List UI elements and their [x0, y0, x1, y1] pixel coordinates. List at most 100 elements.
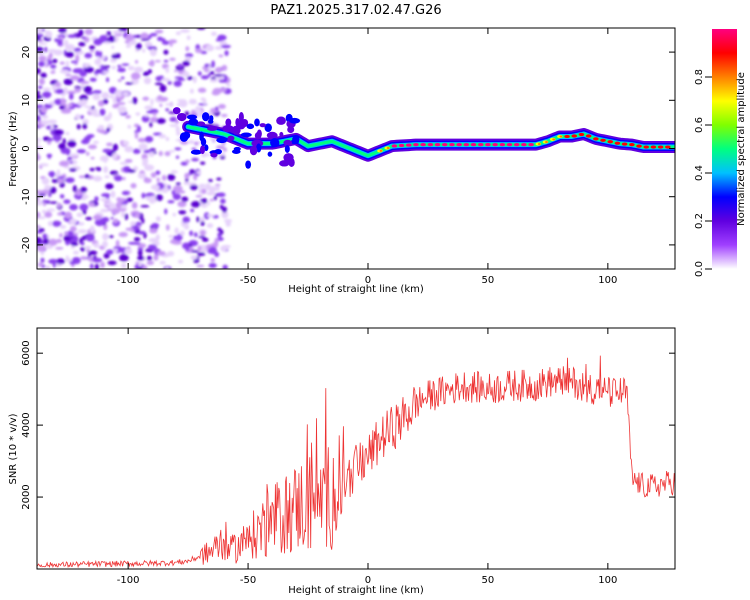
noise-blob: [185, 53, 194, 58]
noise-blob: [38, 42, 48, 45]
noise-blob: [155, 194, 163, 202]
noise-blob: [185, 248, 190, 251]
ridge-core-hot: [595, 137, 599, 140]
noise-blob: [60, 109, 71, 114]
noise-blob: [84, 245, 92, 249]
noise-blob: [184, 172, 190, 180]
noise-blob: [177, 259, 184, 264]
noise-blob: [130, 72, 141, 80]
noise-blob: [67, 34, 77, 38]
noise-blob: [63, 87, 68, 95]
noise-blob: [41, 199, 51, 203]
ridge-core-hot: [573, 134, 577, 137]
noise-blob: [170, 170, 178, 174]
noise-blob: [147, 244, 157, 251]
noise-blob: [69, 204, 78, 211]
noise-blob: [200, 75, 209, 80]
noise-blob: [50, 70, 56, 74]
ridge-side-blob: [227, 135, 235, 141]
spectrogram-x-tick-label: 50: [482, 275, 495, 286]
noise-blob: [222, 264, 228, 269]
noise-blob: [100, 198, 109, 202]
noise-blob: [161, 78, 171, 82]
noise-blob: [125, 227, 135, 231]
noise-blob: [97, 100, 105, 107]
noise-blob: [52, 58, 58, 64]
ridge-core-hot: [609, 140, 613, 143]
noise-blob: [81, 36, 87, 40]
colorbar: 0.0 0.2 0.4 0.6 0.8 Normalized spectral ampl…: [694, 29, 747, 277]
noise-blob: [175, 155, 180, 159]
noise-blob: [88, 144, 97, 150]
noise-blob: [149, 228, 158, 234]
spectrogram-y-label: Frequency (Hz): [8, 111, 19, 187]
ridge-core-hot: [545, 140, 548, 143]
noise-blob: [110, 58, 117, 63]
noise-blob: [58, 28, 67, 34]
snr-y-tick-label: 6000: [21, 340, 32, 365]
noise-blob: [137, 266, 143, 269]
noise-blob: [112, 97, 117, 104]
noise-blob: [81, 84, 85, 89]
noise-blob: [53, 129, 64, 136]
noise-blob: [105, 249, 114, 255]
noise-blob: [59, 105, 66, 110]
spectrogram-y-ticks: -20 -10 0 10 20: [21, 46, 675, 253]
noise-blob: [164, 208, 168, 215]
noise-blob: [59, 69, 70, 74]
noise-blob: [218, 79, 228, 83]
noise-blob: [112, 143, 119, 151]
noise-blob: [112, 103, 120, 109]
ridge-core-hot: [458, 143, 462, 146]
noise-blob: [63, 235, 71, 242]
spectrogram-x-label: Height of straight line (km): [288, 284, 424, 295]
noise-blob: [82, 191, 87, 198]
noise-blob: [59, 233, 63, 238]
ridge-core-hot: [537, 142, 541, 145]
colorbar-label: Normalized spectral amplitude: [736, 72, 747, 226]
noise-blob: [206, 201, 211, 206]
noise-blob: [149, 32, 158, 37]
noise-blob: [188, 100, 198, 105]
noise-blob: [59, 61, 65, 65]
noise-blob: [209, 198, 214, 202]
noise-blob: [64, 211, 72, 219]
noise-blob: [37, 67, 41, 75]
noise-blob: [201, 237, 209, 242]
noise-blob: [167, 250, 175, 257]
noise-blob: [37, 152, 40, 160]
noise-blob: [65, 148, 71, 156]
noise-blob: [118, 232, 128, 238]
ridge-side-blob: [289, 117, 301, 124]
noise-blob: [147, 69, 153, 74]
noise-blob: [177, 78, 186, 81]
ridge-side-blob: [283, 139, 293, 146]
noise-blob: [40, 250, 45, 256]
noise-blob: [206, 214, 215, 217]
ridge-side-blob: [235, 117, 240, 127]
noise-blob: [133, 237, 141, 242]
noise-blob: [141, 217, 145, 224]
noise-blob: [85, 151, 90, 156]
noise-blob: [142, 158, 149, 165]
snr-y-tick-label: 2000: [21, 484, 32, 509]
noise-blob: [210, 258, 215, 263]
noise-blob: [165, 66, 170, 74]
noise-blob: [75, 68, 84, 72]
noise-blob: [82, 118, 89, 125]
ridge-side-blob: [216, 137, 228, 144]
snr-panel: -100 -50 0 50 100 2000 4000 6000 Height of str…: [8, 327, 676, 596]
noise-blob: [117, 67, 126, 73]
noise-blob: [200, 221, 205, 226]
noise-blob: [57, 202, 62, 209]
noise-blob: [44, 104, 53, 109]
snr-x-tick-label: -100: [117, 575, 140, 586]
spectrogram-x-tick-label: -50: [240, 275, 256, 286]
noise-blob: [117, 78, 122, 82]
noise-blob: [150, 98, 154, 106]
ridge-side-blob: [254, 118, 260, 127]
ridge-side-blob: [240, 132, 252, 138]
noise-blob: [169, 57, 176, 61]
noise-blob: [156, 118, 166, 124]
snr-x-tick-label: 100: [598, 575, 617, 586]
